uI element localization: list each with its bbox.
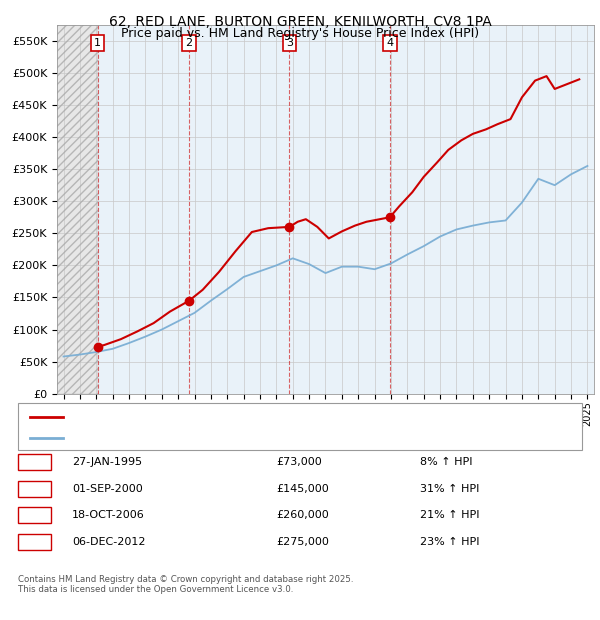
Text: 1: 1 bbox=[94, 38, 101, 48]
Text: 3: 3 bbox=[31, 510, 38, 520]
Text: 1: 1 bbox=[31, 457, 38, 467]
Text: 8% ↑ HPI: 8% ↑ HPI bbox=[420, 457, 473, 467]
Text: 31% ↑ HPI: 31% ↑ HPI bbox=[420, 484, 479, 494]
Text: £145,000: £145,000 bbox=[276, 484, 329, 494]
Text: 18-OCT-2006: 18-OCT-2006 bbox=[72, 510, 145, 520]
Text: 23% ↑ HPI: 23% ↑ HPI bbox=[420, 537, 479, 547]
Text: Contains HM Land Registry data © Crown copyright and database right 2025.
This d: Contains HM Land Registry data © Crown c… bbox=[18, 575, 353, 594]
Bar bbox=[98, 25, 189, 394]
Text: 2: 2 bbox=[185, 38, 193, 48]
Text: 62, RED LANE, BURTON GREEN, KENILWORTH, CV8 1PA: 62, RED LANE, BURTON GREEN, KENILWORTH, … bbox=[109, 16, 491, 30]
Text: £73,000: £73,000 bbox=[276, 457, 322, 467]
Bar bbox=[390, 25, 596, 394]
Text: 21% ↑ HPI: 21% ↑ HPI bbox=[420, 510, 479, 520]
Text: 4: 4 bbox=[386, 38, 394, 48]
Text: £275,000: £275,000 bbox=[276, 537, 329, 547]
Text: 3: 3 bbox=[286, 38, 293, 48]
Text: 01-SEP-2000: 01-SEP-2000 bbox=[72, 484, 143, 494]
Text: 06-DEC-2012: 06-DEC-2012 bbox=[72, 537, 146, 547]
Bar bbox=[189, 25, 289, 394]
Bar bbox=[289, 25, 390, 394]
Text: 2: 2 bbox=[31, 484, 38, 494]
Text: Price paid vs. HM Land Registry's House Price Index (HPI): Price paid vs. HM Land Registry's House … bbox=[121, 27, 479, 40]
Text: £260,000: £260,000 bbox=[276, 510, 329, 520]
Text: 4: 4 bbox=[31, 537, 38, 547]
Text: 27-JAN-1995: 27-JAN-1995 bbox=[72, 457, 142, 467]
Bar bbox=[55, 25, 98, 394]
Bar bbox=[55, 25, 98, 394]
Text: HPI: Average price, semi-detached house, Warwick: HPI: Average price, semi-detached house,… bbox=[72, 433, 337, 443]
Text: 62, RED LANE, BURTON GREEN, KENILWORTH, CV8 1PA (semi-detached house): 62, RED LANE, BURTON GREEN, KENILWORTH, … bbox=[72, 412, 482, 422]
